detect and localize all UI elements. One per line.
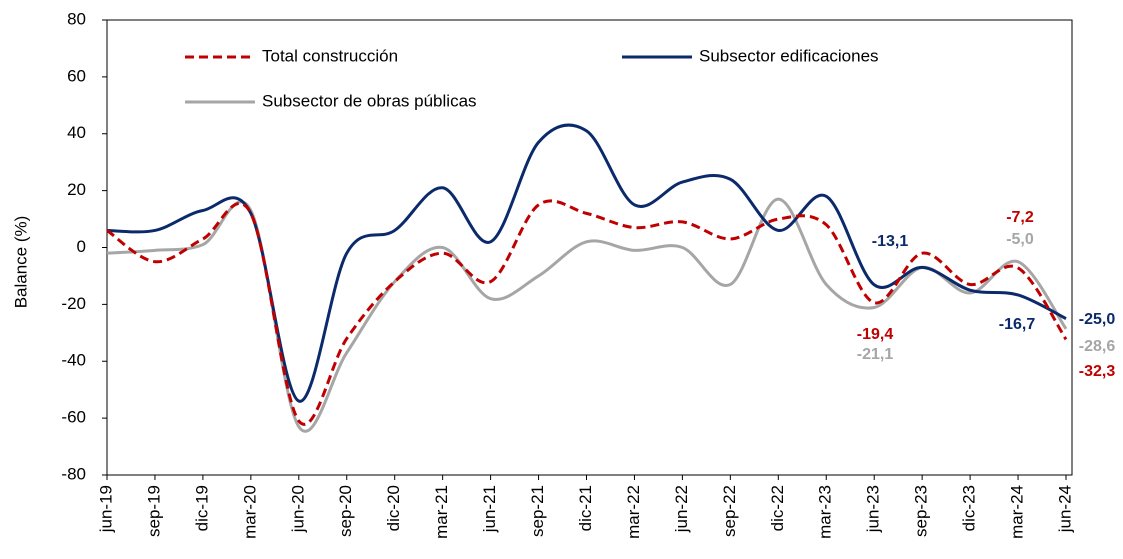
- legend-label: Total construcción: [262, 46, 398, 65]
- x-tick-label: jun-23: [864, 485, 883, 533]
- plot-frame: [106, 19, 1073, 476]
- x-tick-label: sep-23: [912, 485, 931, 537]
- data-label: -13,1: [872, 233, 909, 250]
- data-label: -5,0: [1006, 231, 1034, 248]
- data-label: -16,7: [999, 316, 1036, 333]
- data-label: -7,2: [1006, 209, 1034, 226]
- x-tick-label: mar-20: [240, 485, 259, 539]
- series-line: [106, 197, 1068, 433]
- data-label: -25,0: [1079, 311, 1116, 328]
- x-tick-label: sep-21: [528, 485, 547, 537]
- x-tick-label: sep-22: [720, 485, 739, 537]
- x-tick-label: mar-24: [1008, 485, 1027, 539]
- legend-label: Subsector edificaciones: [699, 46, 879, 65]
- x-tick-label: sep-19: [144, 485, 163, 537]
- x-tick-label: dic-20: [384, 485, 403, 531]
- y-tick-label: 20: [67, 180, 86, 199]
- y-tick-label: -80: [61, 464, 86, 483]
- series-line: [106, 199, 1068, 426]
- y-tick-label: 80: [67, 9, 86, 28]
- x-tick-label: dic-19: [192, 485, 211, 531]
- y-tick-label: 60: [67, 66, 86, 85]
- y-axis-title: Balance (%): [11, 216, 30, 309]
- legend-label: Subsector de obras públicas: [262, 91, 477, 110]
- x-tick-label: jun-19: [96, 485, 115, 533]
- x-tick-label: jun-24: [1055, 485, 1074, 533]
- series-line: [106, 123, 1067, 403]
- y-tick-label: -20: [61, 294, 86, 313]
- x-tick-label: mar-23: [816, 485, 835, 539]
- y-tick-label: 0: [77, 237, 86, 256]
- x-tick-label: dic-23: [960, 485, 979, 531]
- data-label: -19,4: [857, 326, 894, 343]
- x-tick-label: jun-21: [480, 485, 499, 533]
- y-tick-label: 40: [67, 123, 86, 142]
- x-tick-label: mar-22: [624, 485, 643, 539]
- x-tick-label: mar-21: [432, 485, 451, 539]
- x-tick-label: dic-21: [576, 485, 595, 531]
- data-label: -28,6: [1079, 338, 1116, 355]
- data-label: -32,3: [1079, 363, 1116, 380]
- y-tick-label: -60: [61, 408, 86, 427]
- y-tick-label: -40: [61, 351, 86, 370]
- x-tick-label: jun-22: [672, 485, 691, 533]
- data-label: -21,1: [857, 346, 894, 363]
- x-tick-label: sep-20: [336, 485, 355, 537]
- x-tick-label: jun-20: [288, 485, 307, 533]
- x-tick-label: dic-22: [768, 485, 787, 531]
